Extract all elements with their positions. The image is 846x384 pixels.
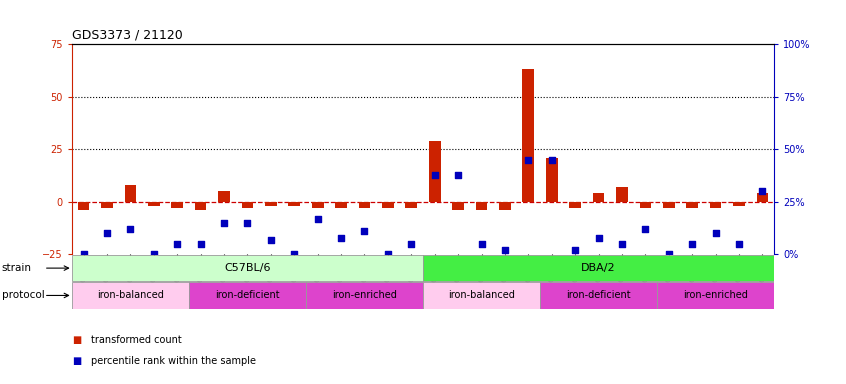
Bar [640, 202, 651, 208]
Point [381, 252, 394, 258]
Point [147, 252, 161, 258]
Text: transformed count: transformed count [91, 335, 181, 345]
Bar [382, 202, 393, 208]
Bar [429, 141, 441, 202]
Bar [172, 202, 183, 208]
Bar [423, 282, 540, 309]
Point [452, 172, 465, 178]
Bar [218, 191, 230, 202]
Bar [475, 202, 487, 210]
Text: protocol: protocol [2, 290, 45, 300]
Bar [265, 202, 277, 206]
Bar [616, 187, 628, 202]
Point [124, 226, 137, 232]
Point [662, 252, 675, 258]
Point [334, 235, 348, 241]
Bar [306, 282, 423, 309]
Bar [189, 282, 306, 309]
Text: percentile rank within the sample: percentile rank within the sample [91, 356, 255, 366]
Point [569, 247, 582, 253]
Point [240, 220, 254, 226]
Bar [540, 282, 657, 309]
Bar [499, 202, 511, 210]
Text: iron-balanced: iron-balanced [97, 290, 164, 300]
Point [685, 241, 699, 247]
Point [733, 241, 746, 247]
Bar [72, 282, 189, 309]
Point [709, 230, 722, 237]
Point [264, 237, 277, 243]
Text: iron-enriched: iron-enriched [332, 290, 397, 300]
Text: strain: strain [2, 263, 31, 273]
Bar [242, 202, 253, 208]
Point [475, 241, 488, 247]
Bar [453, 202, 464, 210]
Text: iron-deficient: iron-deficient [215, 290, 280, 300]
Point [288, 252, 301, 258]
Text: ■: ■ [72, 335, 81, 345]
Point [498, 247, 512, 253]
Text: ■: ■ [72, 356, 81, 366]
Point [639, 226, 652, 232]
Bar [423, 255, 774, 281]
Bar [405, 202, 417, 208]
Point [170, 241, 184, 247]
Point [615, 241, 629, 247]
Bar [569, 202, 581, 208]
Text: iron-deficient: iron-deficient [566, 290, 631, 300]
Bar [593, 194, 604, 202]
Text: DBA/2: DBA/2 [581, 263, 616, 273]
Point [194, 241, 207, 247]
Bar [546, 158, 558, 202]
Bar [148, 202, 160, 206]
Bar [657, 282, 774, 309]
Bar [78, 202, 90, 210]
Bar [195, 202, 206, 210]
Point [311, 216, 325, 222]
Point [100, 230, 113, 237]
Bar [756, 194, 768, 202]
Text: GDS3373 / 21120: GDS3373 / 21120 [72, 28, 183, 41]
Bar [663, 202, 674, 208]
Bar [359, 202, 371, 208]
Bar [335, 202, 347, 208]
Bar [686, 202, 698, 208]
Bar [288, 202, 300, 206]
Point [545, 157, 558, 163]
Bar [523, 70, 534, 202]
Point [592, 235, 606, 241]
Point [77, 252, 91, 258]
Point [404, 241, 418, 247]
Text: C57BL/6: C57BL/6 [224, 263, 271, 273]
Point [217, 220, 231, 226]
Bar [733, 202, 744, 206]
Bar [710, 202, 722, 208]
Text: iron-enriched: iron-enriched [683, 290, 748, 300]
Text: iron-balanced: iron-balanced [448, 290, 515, 300]
Point [428, 172, 442, 178]
Bar [312, 202, 323, 208]
Bar [72, 255, 423, 281]
Bar [124, 185, 136, 202]
Point [521, 157, 536, 163]
Bar [102, 202, 113, 208]
Point [358, 228, 371, 234]
Point [755, 188, 769, 194]
